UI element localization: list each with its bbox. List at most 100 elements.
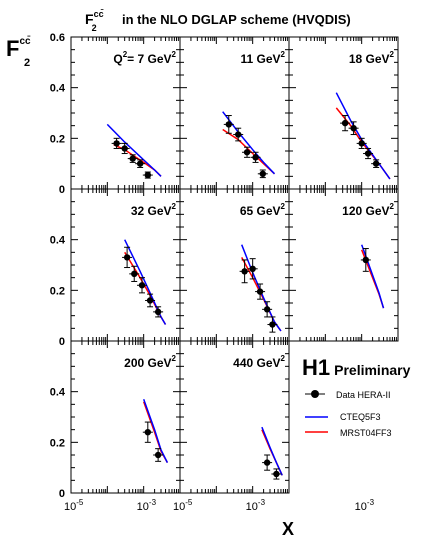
x-tick-label: 10-5 — [173, 498, 193, 513]
x-tick-exp: -3 — [367, 498, 375, 507]
legend-cteq-label: CTEQ5F3 — [340, 412, 381, 422]
data-point — [269, 321, 276, 328]
q2-value: 440 GeV — [233, 356, 280, 370]
q2-unit-sup: 2 — [390, 202, 395, 211]
y-tick-label: 0.4 — [50, 235, 66, 247]
x-tick-labels: 10-5 10-510-3 10-3 10-3 — [64, 498, 375, 513]
q2-unit-sup: 2 — [172, 50, 177, 59]
panel-1: 11 GeV2 — [179, 36, 290, 190]
title-text: in the NLO DGLAP scheme (HVQDIS) — [122, 12, 351, 27]
data-point — [235, 131, 242, 138]
data-point — [154, 451, 162, 459]
y-tick-label: 0 — [59, 184, 65, 196]
q2-value: 11 GeV — [241, 52, 281, 66]
data-point — [243, 149, 251, 156]
data-point — [249, 265, 256, 272]
data-point — [263, 459, 271, 466]
data-point — [144, 171, 152, 179]
x-tick-label: 10-5 — [64, 498, 84, 513]
q2-label: 200 GeV2 — [124, 354, 176, 370]
data-point — [256, 288, 264, 295]
panel-4: 65 GeV2 — [179, 188, 290, 342]
y-tick-label: 0.2 — [50, 437, 65, 449]
x-tick-base: 10 — [137, 501, 149, 513]
chart-title: Fcc̄ 2 in the NLO DGLAP scheme (HVQDIS) — [85, 9, 351, 33]
data-point — [362, 256, 370, 264]
q2-prefix: Q — [113, 52, 122, 66]
y-axis-label: Fcc̄ 2 — [6, 35, 31, 69]
h1-logo: H1 Preliminary — [302, 355, 411, 380]
q2-label: 11 GeV2 — [241, 50, 286, 66]
cteq-curve — [142, 399, 169, 463]
data-point — [131, 270, 138, 278]
data-point — [273, 470, 280, 478]
panel-5: 120 GeV2 — [288, 188, 399, 342]
x-tick-label: 10-3 — [355, 498, 375, 513]
legend-data-label: Data HERA-II — [336, 390, 391, 400]
preliminary-text: Preliminary — [334, 362, 410, 378]
y-label-symbol: F — [6, 36, 19, 61]
data-point — [241, 268, 248, 275]
x-tick-label: 10-3 — [246, 498, 266, 513]
y-tick-labels: 0 0.2 0.4 0.6 0 0.2 0.4 0 0.2 0.4 — [50, 32, 66, 500]
x-tick-base: 10 — [355, 501, 367, 513]
x-tick-exp: -3 — [258, 498, 266, 507]
x-tick-base: 10 — [246, 501, 258, 513]
data-point — [129, 155, 136, 162]
q2-unit-sup: 2 — [281, 50, 286, 59]
y-label-superscript: cc̄ — [19, 35, 31, 47]
data-point — [154, 308, 162, 316]
panel-2: 18 GeV2 — [288, 36, 399, 190]
q2-value: 65 GeV — [240, 204, 281, 218]
q2-unit-sup: 2 — [390, 50, 395, 59]
y-tick-label: 0.4 — [50, 83, 66, 95]
data-point — [372, 160, 380, 167]
title-subscript: 2 — [92, 23, 97, 33]
q2-unit-sup: 2 — [172, 202, 177, 211]
panel-7: 440 GeV2 — [179, 340, 290, 494]
x-tick-exp: -3 — [149, 498, 157, 507]
data-point — [144, 429, 152, 436]
mrst-curve — [113, 144, 162, 177]
q2-prefix-sup: 2 — [123, 50, 128, 59]
q2-unit-sup: 2 — [281, 202, 286, 211]
cteq-curve — [360, 244, 385, 309]
title-symbol: F — [85, 11, 94, 27]
cteq-curve — [106, 123, 162, 177]
x-tick-exp: -5 — [185, 498, 193, 507]
x-tick-base: 10 — [173, 501, 185, 513]
data-point — [113, 140, 120, 147]
data-point — [358, 140, 365, 147]
y-tick-label: 0.6 — [50, 32, 65, 44]
y-tick-label: 0 — [59, 488, 65, 500]
q2-label: Q2= 7 GeV2 — [113, 50, 176, 66]
panel-3: 32 GeV2 — [70, 188, 181, 342]
q2-value: = 7 GeV — [127, 52, 171, 66]
y-tick-label: 0.2 — [50, 133, 65, 145]
x-tick-base: 10 — [64, 501, 76, 513]
q2-value: 18 GeV — [349, 52, 390, 66]
q2-value: 120 GeV — [342, 204, 389, 218]
x-axis-label: X — [282, 519, 294, 539]
cteq-curve — [261, 426, 283, 476]
data-point — [341, 119, 349, 127]
cteq-curve — [124, 239, 167, 325]
q2-unit-sup: 2 — [281, 354, 286, 363]
x-tick-exp: -5 — [76, 498, 84, 507]
panel-0: Q2= 7 GeV2 — [70, 36, 181, 190]
data-point — [364, 150, 372, 157]
title-superscript: cc̄ — [94, 9, 105, 19]
panel-6: 200 GeV2 — [70, 340, 181, 494]
legend-data-marker — [311, 390, 319, 398]
legend: Data HERA-II CTEQ5F3 MRST04FF3 — [305, 390, 392, 438]
y-tick-label: 0.2 — [50, 285, 65, 297]
data-point — [252, 154, 259, 161]
q2-value: 32 GeV — [131, 204, 172, 218]
q2-label: 120 GeV2 — [342, 202, 394, 218]
x-tick-label: 10-3 — [137, 498, 157, 513]
q2-label: 440 GeV2 — [233, 354, 285, 370]
q2-label: 65 GeV2 — [240, 202, 286, 218]
data-point — [225, 121, 232, 128]
q2-unit-sup: 2 — [172, 354, 177, 363]
